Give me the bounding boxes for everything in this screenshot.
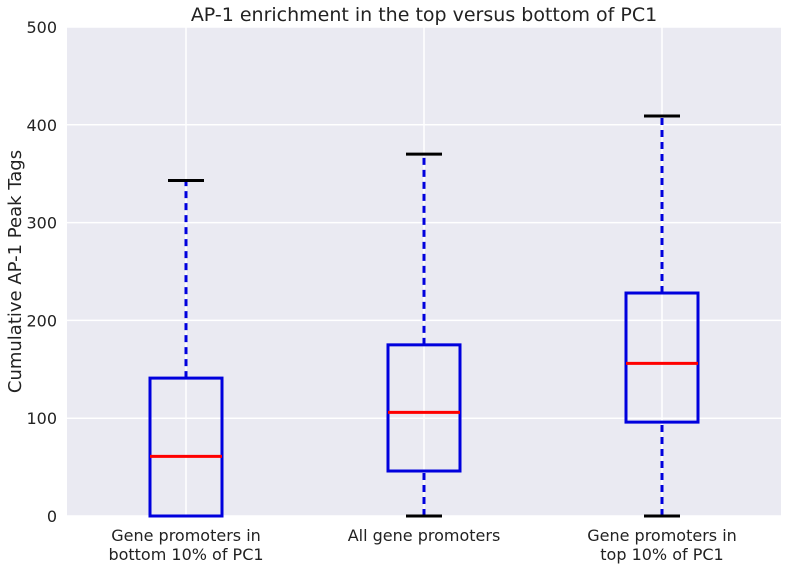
box-group bbox=[148, 179, 224, 518]
chart-title: AP-1 enrichment in the top versus bottom… bbox=[191, 4, 657, 26]
y-tick-labels: 0 100 200 300 400 500 bbox=[26, 18, 57, 526]
y-axis-label: Cumulative AP-1 Peak Tags bbox=[5, 150, 26, 393]
box bbox=[624, 291, 700, 424]
box-group bbox=[386, 152, 462, 518]
y-tick-label: 200 bbox=[26, 311, 57, 330]
y-tick-label: 500 bbox=[26, 18, 57, 37]
x-category-label: Gene promoters in bottom 10% of PC1 bbox=[108, 526, 263, 564]
x-category-label-line: top 10% of PC1 bbox=[600, 545, 723, 564]
x-category-label: Gene promoters in top 10% of PC1 bbox=[587, 526, 737, 564]
y-tick-label: 0 bbox=[47, 507, 57, 526]
y-tick-label: 400 bbox=[26, 116, 57, 135]
y-tick-label: 300 bbox=[26, 214, 57, 233]
y-tick-label: 100 bbox=[26, 409, 57, 428]
x-category-label-line: bottom 10% of PC1 bbox=[108, 545, 263, 564]
box-layer bbox=[148, 114, 700, 518]
box-group bbox=[624, 114, 700, 518]
x-category-label-line: Gene promoters in bbox=[587, 526, 737, 545]
x-category-label: All gene promoters bbox=[348, 526, 501, 545]
box bbox=[386, 343, 462, 473]
x-category-label-line: Gene promoters in bbox=[111, 526, 261, 545]
x-category-label-line: All gene promoters bbox=[348, 526, 501, 545]
box bbox=[148, 376, 224, 518]
